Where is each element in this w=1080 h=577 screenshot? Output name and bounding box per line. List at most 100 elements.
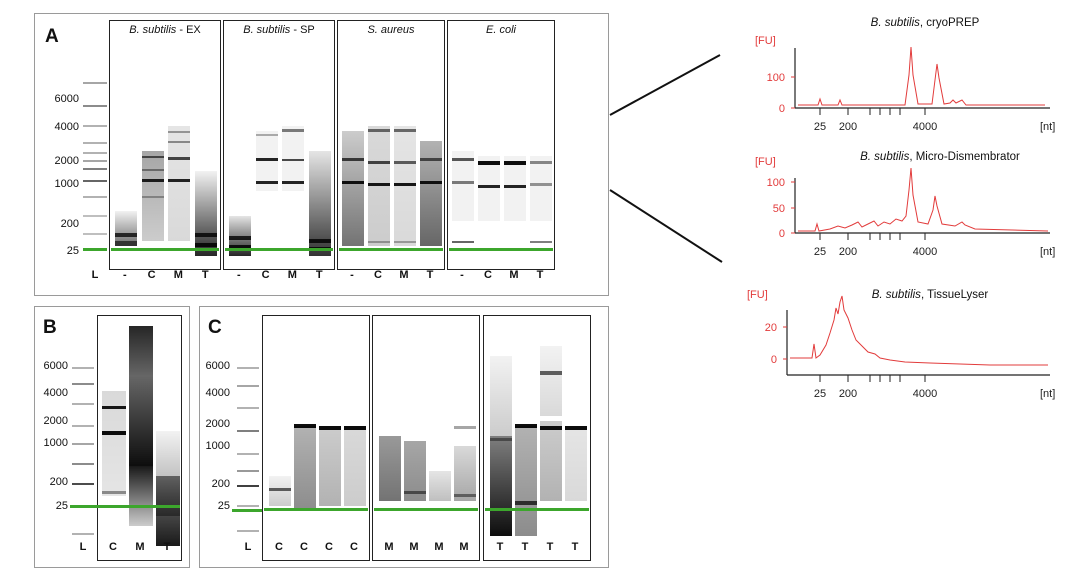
lane-label: T xyxy=(315,269,323,281)
dna-band xyxy=(342,158,364,161)
panel-b-label: B xyxy=(43,317,57,338)
lane-label: T xyxy=(571,541,579,553)
gel-lane xyxy=(319,316,341,560)
trace-x-tick-label: 25 xyxy=(814,246,826,258)
gel-lane xyxy=(195,21,218,269)
dna-band xyxy=(368,241,390,243)
lane-label: C xyxy=(300,541,308,553)
dna-band xyxy=(237,470,259,472)
dna-smear xyxy=(504,156,526,221)
dna-band xyxy=(454,494,476,497)
dna-band xyxy=(237,530,259,532)
marker-band xyxy=(232,509,262,512)
trace-x-tick-label: 200 xyxy=(839,121,857,133)
dna-band xyxy=(237,367,259,369)
lane-label: - xyxy=(236,269,241,281)
dna-smear xyxy=(294,426,316,511)
dna-band xyxy=(420,181,442,184)
trace-line xyxy=(798,46,1045,106)
trace-micro-dismembrator: B. subtilis, Micro-Dismembrator xyxy=(740,147,1080,275)
dna-band xyxy=(237,407,259,409)
trace-tissuelyser: B. subtilis, TissueLyser xyxy=(740,285,1080,413)
dna-smear xyxy=(379,436,401,501)
dna-band xyxy=(282,181,305,184)
gel-lane xyxy=(269,316,291,560)
lane-label: C xyxy=(350,541,358,553)
dna-band xyxy=(255,181,278,184)
lane-label: T xyxy=(201,269,209,281)
gel-lane xyxy=(282,21,305,269)
trace-x-tick-label: 25 xyxy=(814,121,826,133)
trace-x-unit: [nt] xyxy=(1040,388,1055,400)
marker-band xyxy=(485,508,589,511)
gel-lane xyxy=(368,21,390,269)
dna-band xyxy=(72,403,94,405)
dna-band xyxy=(168,157,191,160)
dna-band xyxy=(83,160,107,162)
dna-band xyxy=(83,180,107,182)
trace-y-tick-label: 50 xyxy=(773,203,785,215)
dna-band xyxy=(344,426,366,430)
dna-band xyxy=(294,424,316,428)
marker-band xyxy=(264,508,368,511)
dna-smear xyxy=(344,426,366,506)
dna-band xyxy=(368,183,390,186)
dna-band xyxy=(195,233,218,237)
trace-y-unit: [FU] xyxy=(755,156,776,168)
dna-band xyxy=(102,491,126,494)
lane-label: T xyxy=(163,541,171,553)
dna-band xyxy=(237,505,259,507)
dna-band xyxy=(394,241,416,243)
dna-band xyxy=(530,241,552,243)
dna-band xyxy=(504,161,526,165)
dna-band xyxy=(83,82,107,84)
dna-band xyxy=(452,181,474,184)
dna-band xyxy=(282,159,305,161)
ladder-size-label: 2000 xyxy=(43,415,68,427)
ladder-size-label: 2000 xyxy=(205,418,230,430)
dna-band xyxy=(168,179,191,182)
lane-label: M xyxy=(135,541,145,553)
gel-lane xyxy=(540,316,562,560)
gel-lane xyxy=(379,316,401,560)
ladder-size-label: 25 xyxy=(55,500,68,512)
dna-smear xyxy=(269,476,291,506)
gel-lane xyxy=(454,316,476,560)
dna-smear xyxy=(156,476,180,546)
gel-box-b xyxy=(97,315,182,561)
dna-band xyxy=(237,385,259,387)
ladder-size-label: 4000 xyxy=(43,387,68,399)
dna-band xyxy=(309,239,332,243)
dna-band xyxy=(83,105,107,107)
lane-label: C xyxy=(261,269,270,281)
trace-y-tick-label: 0 xyxy=(779,103,785,115)
ladder-size-label: 1000 xyxy=(205,440,230,452)
gel-lane xyxy=(530,21,552,269)
dna-smear xyxy=(404,441,426,501)
trace-y-tick-label: 100 xyxy=(767,177,785,189)
dna-smear xyxy=(454,446,476,501)
lane-label: T xyxy=(521,541,529,553)
dna-smear xyxy=(565,426,587,501)
dna-smear xyxy=(530,156,552,221)
dna-band xyxy=(168,131,191,133)
dna-band xyxy=(319,426,341,430)
dna-band xyxy=(83,233,107,235)
dna-smear xyxy=(282,126,305,191)
ladder-size-label: 6000 xyxy=(54,93,79,105)
dna-band xyxy=(565,426,587,430)
marker-band xyxy=(111,248,219,251)
lane-label: M xyxy=(173,269,183,281)
trace-y-unit: [FU] xyxy=(747,289,768,301)
lane-label-ladder: L xyxy=(91,269,99,281)
dna-band xyxy=(530,183,552,186)
dna-band xyxy=(141,196,164,198)
trace-species: B. subtilis xyxy=(870,17,920,29)
dna-band xyxy=(478,185,500,188)
connector-line-bottom xyxy=(609,189,723,263)
lane-label: T xyxy=(536,269,544,281)
lane-label: T xyxy=(546,541,554,553)
gel-title-species: B. subtilis xyxy=(129,24,177,36)
dna-band xyxy=(83,125,107,127)
gel-title-species: B. subtilis xyxy=(243,24,291,36)
